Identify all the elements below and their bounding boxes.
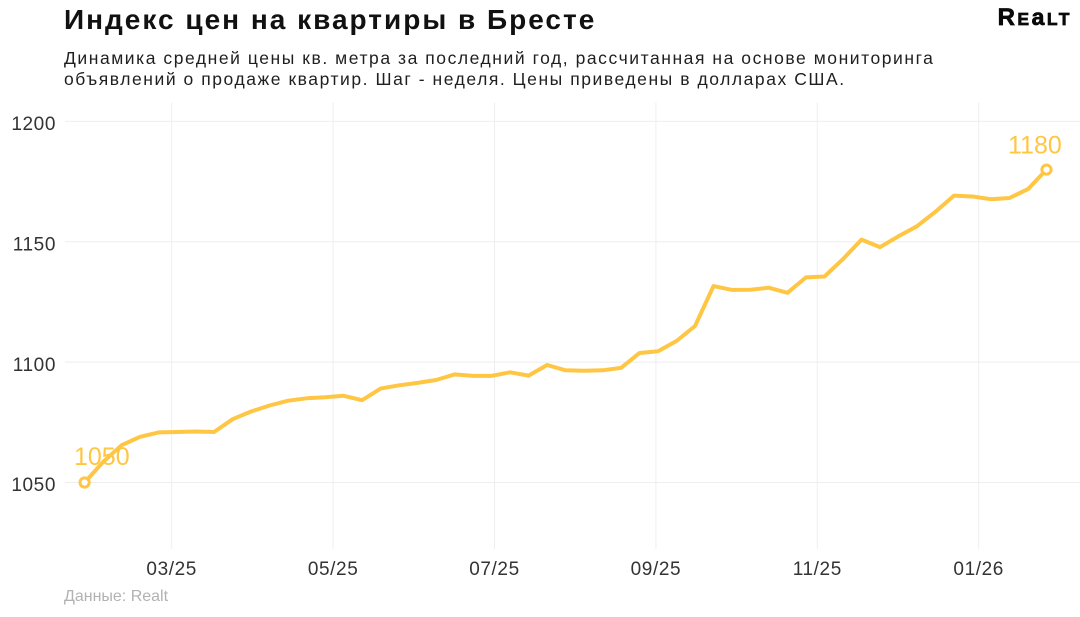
svg-text:1200: 1200: [11, 114, 56, 135]
svg-text:03/25: 03/25: [146, 559, 197, 580]
svg-text:1180: 1180: [1008, 132, 1062, 160]
svg-text:1100: 1100: [13, 355, 56, 376]
svg-text:01/26: 01/26: [953, 559, 1004, 580]
svg-text:1050: 1050: [11, 475, 56, 496]
svg-text:1050: 1050: [74, 443, 130, 471]
svg-text:05/25: 05/25: [308, 559, 359, 580]
svg-text:09/25: 09/25: [631, 559, 682, 580]
svg-text:11/25: 11/25: [793, 559, 842, 580]
svg-text:07/25: 07/25: [469, 559, 520, 580]
svg-text:1150: 1150: [13, 235, 56, 256]
